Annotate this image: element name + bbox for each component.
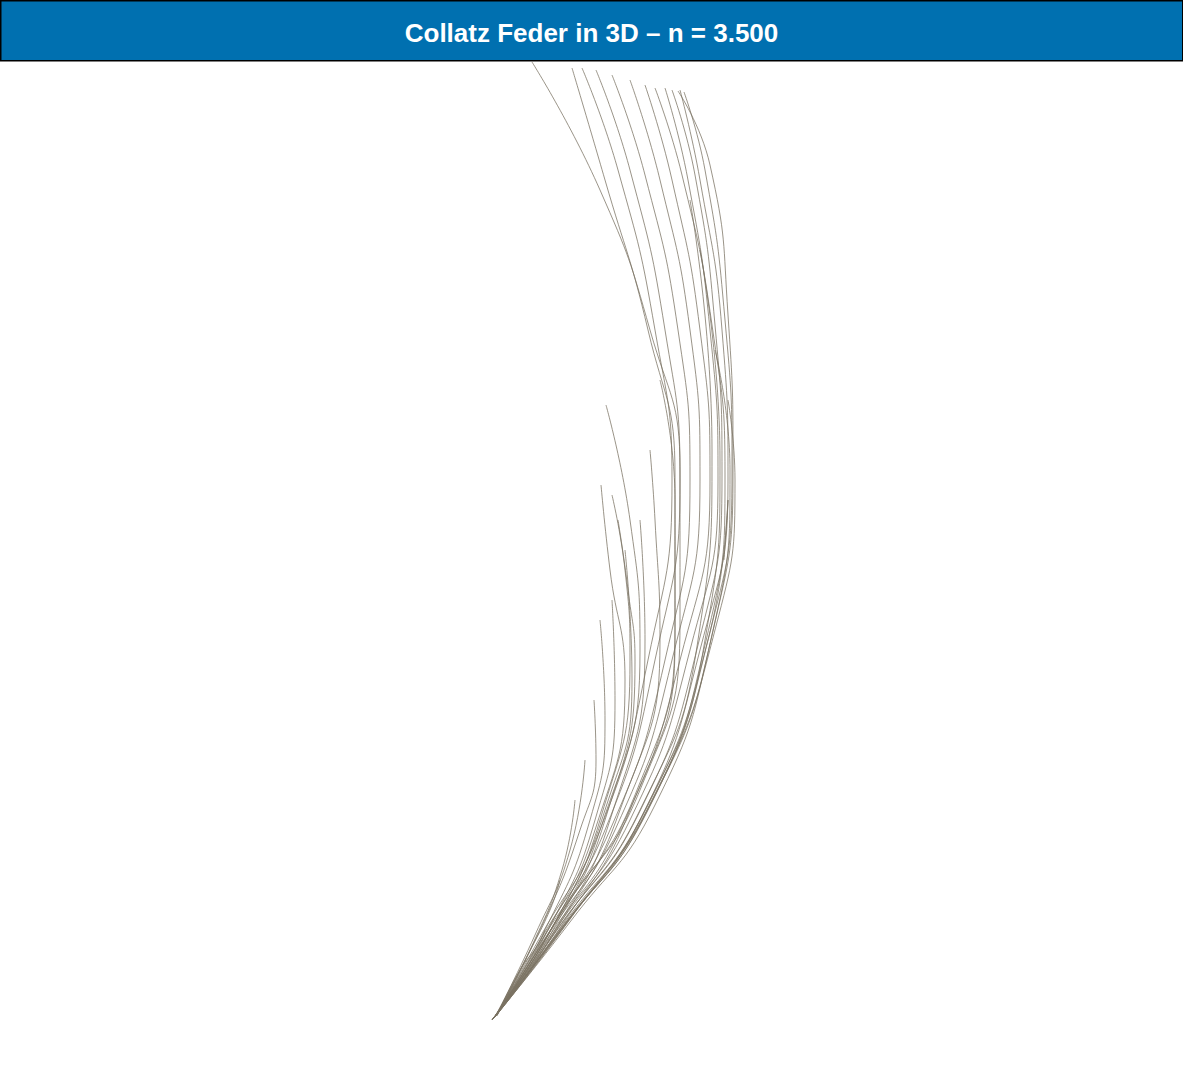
svg-text:Collatz Feder in 3D – n = 3.50: Collatz Feder in 3D – n = 3.500	[405, 18, 779, 48]
